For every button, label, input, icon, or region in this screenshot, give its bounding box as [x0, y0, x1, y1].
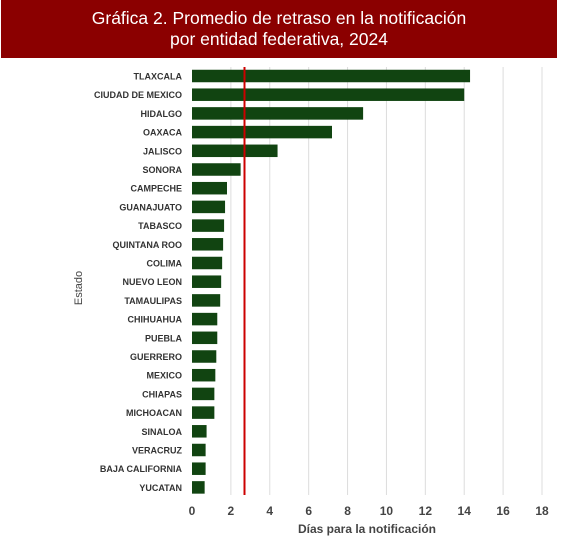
- bar: [192, 294, 221, 307]
- bar: [192, 387, 215, 401]
- category-label: GUERRERO: [130, 352, 182, 362]
- bar: [192, 125, 332, 139]
- bar: [192, 219, 225, 232]
- x-tick-label: 12: [419, 504, 433, 518]
- category-label: SINALOA: [142, 427, 183, 437]
- bar: [192, 181, 227, 195]
- category-label: CHIAPAS: [142, 389, 182, 399]
- bar: [192, 256, 223, 270]
- category-label: TABASCO: [138, 221, 182, 231]
- x-tick-label: 18: [535, 504, 549, 518]
- category-label: CIUDAD DE MEXICO: [94, 90, 182, 100]
- bar: [192, 368, 216, 382]
- x-tick-label: 16: [496, 504, 510, 518]
- bar: [192, 406, 215, 419]
- category-label: TAMAULIPAS: [124, 296, 182, 306]
- y-axis-title: Estado: [73, 271, 85, 305]
- category-label: SONORA: [142, 165, 182, 175]
- x-tick-label: 4: [266, 504, 273, 518]
- bar: [192, 312, 218, 326]
- bar: [192, 481, 205, 494]
- bar: [192, 462, 206, 475]
- category-label: OAXACA: [143, 128, 183, 138]
- category-label: JALISCO: [143, 146, 182, 156]
- category-label: YUCATAN: [139, 483, 182, 493]
- x-tick-label: 0: [189, 504, 196, 518]
- category-label: HIDALGO: [141, 109, 183, 119]
- category-label: TLAXCALA: [134, 72, 183, 82]
- category-label: PUEBLA: [145, 333, 183, 343]
- bar: [192, 275, 222, 288]
- category-label: GUANAJUATO: [119, 202, 182, 212]
- chart-title-line-2: por entidad federativa, 2024: [170, 29, 388, 49]
- x-tick-label: 14: [458, 504, 472, 518]
- bar: [192, 144, 278, 158]
- category-label: QUINTANA ROO: [113, 240, 183, 250]
- category-label: CHIHUAHUA: [128, 315, 183, 325]
- bar: [192, 443, 206, 457]
- x-tick-label: 2: [228, 504, 235, 518]
- category-label: MEXICO: [146, 371, 182, 381]
- x-tick-label: 6: [305, 504, 312, 518]
- bar: [192, 425, 207, 438]
- x-axis-title: Días para la notificación: [298, 522, 436, 536]
- x-tick-label: 8: [344, 504, 351, 518]
- x-tick-label: 10: [380, 504, 394, 518]
- bar: [192, 331, 218, 345]
- category-label: VERACRUZ: [132, 446, 183, 456]
- chart-title-line-1: Gráfica 2. Promedio de retraso en la not…: [91, 8, 467, 28]
- category-label: CAMPECHE: [130, 184, 182, 194]
- bar: [192, 163, 241, 176]
- bar: [192, 200, 226, 214]
- category-label: COLIMA: [147, 259, 183, 269]
- category-label: MICHOACAN: [126, 408, 182, 418]
- bar: [192, 107, 364, 120]
- bar: [192, 88, 465, 101]
- category-label: BAJA CALIFORNIA: [100, 464, 183, 474]
- bar: [192, 69, 471, 83]
- chart-title-banner: Gráfica 2. Promedio de retraso en la not…: [1, 0, 557, 58]
- bar: [192, 238, 224, 251]
- bar: [192, 350, 217, 363]
- category-label: NUEVO LEON: [122, 277, 182, 287]
